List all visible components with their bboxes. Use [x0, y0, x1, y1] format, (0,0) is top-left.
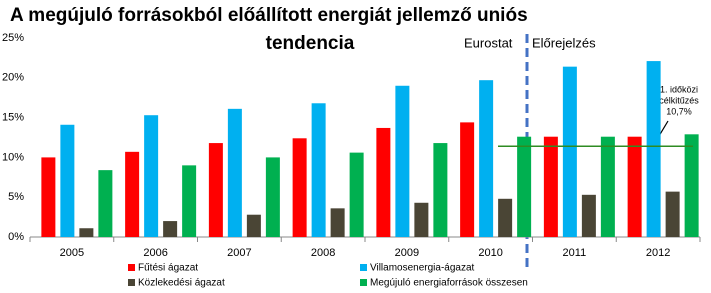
bar — [684, 134, 699, 237]
bar — [517, 136, 532, 237]
x-tick-label: 2010 — [478, 247, 502, 259]
section-label: Eurostat — [464, 35, 513, 50]
bar — [581, 194, 596, 237]
annotation: 1. időközi — [660, 84, 698, 94]
bar — [414, 202, 429, 237]
x-tick-label: 2011 — [563, 247, 587, 259]
bar — [292, 138, 307, 237]
bar — [41, 157, 56, 237]
bar — [330, 208, 345, 237]
bar — [98, 170, 113, 237]
y-tick-label: 15% — [2, 112, 24, 124]
bar — [600, 136, 615, 237]
bar — [460, 122, 475, 237]
legend-label: Közlekedési ágazat — [138, 278, 225, 289]
bar — [227, 108, 242, 238]
bar — [60, 124, 75, 237]
y-tick-label: 5% — [8, 191, 24, 203]
bar — [665, 191, 680, 237]
bar — [376, 127, 391, 237]
y-tick-label: 20% — [2, 72, 24, 84]
legend-label: Megújuló energiaforrások összesen — [370, 278, 528, 289]
bar — [125, 151, 140, 237]
bar — [246, 214, 261, 237]
bar — [479, 80, 494, 237]
bar — [144, 115, 159, 237]
x-tick-label: 2008 — [311, 247, 335, 259]
section-label: Előrejelzés — [532, 35, 596, 50]
chart-title: A megújuló forrásokból előállított energ… — [10, 5, 528, 26]
bar — [627, 136, 642, 237]
x-tick-label: 2007 — [227, 247, 251, 259]
legend-swatch — [360, 264, 367, 271]
bar — [349, 152, 364, 237]
x-tick-label: 2009 — [395, 247, 419, 259]
legend-swatch — [128, 279, 135, 286]
bar — [395, 85, 410, 237]
x-tick-label: 2006 — [143, 247, 167, 259]
bar — [208, 143, 223, 237]
bar — [543, 136, 558, 237]
chart-title: tendencia — [266, 33, 355, 54]
annotation: 10,7% — [666, 106, 692, 116]
bar — [433, 143, 448, 237]
annotation: célkitűzés — [659, 95, 699, 105]
bar — [646, 61, 661, 237]
bar — [498, 198, 513, 237]
bar — [562, 66, 577, 237]
y-tick-label: 10% — [2, 151, 24, 163]
bar — [182, 165, 197, 237]
bar — [163, 221, 178, 237]
bar — [79, 228, 94, 237]
legend-label: Fűtési ágazat — [138, 263, 198, 274]
bar — [311, 103, 326, 237]
y-tick-label: 25% — [2, 32, 24, 44]
x-tick-label: 2012 — [646, 247, 670, 259]
y-tick-label: 0% — [8, 231, 24, 243]
bar — [265, 157, 280, 237]
legend-label: Villamosenergia-ágazat — [370, 263, 475, 274]
legend-swatch — [128, 264, 135, 271]
legend-swatch — [360, 279, 367, 286]
x-tick-label: 2005 — [60, 247, 84, 259]
